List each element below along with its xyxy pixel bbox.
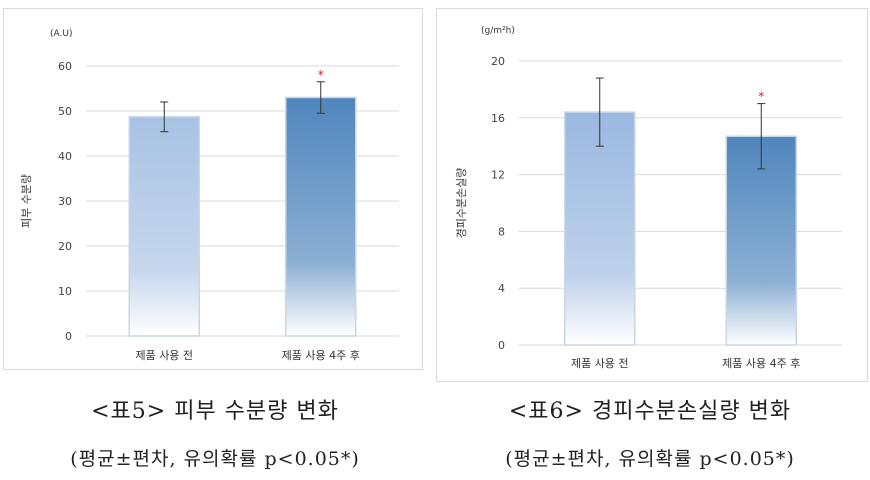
error-bar — [316, 81, 325, 114]
y-tick-label: 0 — [498, 339, 505, 352]
error-bar — [595, 77, 604, 147]
bar — [128, 116, 200, 337]
x-category-label: 제품 사용 4주 후 — [722, 357, 800, 370]
bar — [564, 111, 636, 346]
y-tick-label: 20 — [491, 55, 505, 68]
significance-star: * — [758, 90, 764, 104]
caption-table5: <표5> 피부 수분량 변화 — [91, 399, 339, 424]
y-tick-label: 40 — [58, 150, 72, 163]
error-bar — [160, 101, 169, 133]
y-tick-label: 20 — [58, 240, 72, 253]
x-category-label: 제품 사용 4주 후 — [282, 349, 360, 362]
y-tick-label: 16 — [491, 112, 505, 125]
bar — [725, 135, 797, 346]
y-tick-label: 8 — [498, 225, 505, 238]
y-tick-label: 30 — [58, 195, 72, 208]
y-unit-label: (A.U) — [50, 29, 72, 39]
y-tick-label: 0 — [65, 330, 72, 343]
error-bar — [757, 103, 766, 170]
x-category-label: 제품 사용 전 — [571, 357, 629, 370]
caption-table6: <표6> 경피수분손실량 변화 — [508, 399, 792, 424]
y-axis-label: 피부 수분량 — [20, 174, 33, 228]
bar — [285, 96, 357, 337]
y-tick-label: 50 — [58, 105, 72, 118]
caption-note-left: (평균±편차, 유의확률 p<0.05*) — [70, 448, 360, 470]
y-tick-label: 4 — [498, 282, 505, 295]
x-category-label: 제품 사용 전 — [135, 349, 193, 362]
y-tick-label: 12 — [491, 169, 505, 182]
y-tick-label: 10 — [58, 285, 72, 298]
y-tick-label: 60 — [58, 60, 72, 73]
y-axis-label: 경피수분손실량 — [455, 168, 468, 239]
caption-note-right: (평균±편차, 유의확률 p<0.05*) — [505, 448, 795, 470]
significance-star: * — [318, 68, 324, 82]
y-unit-label: (g/m²h) — [481, 26, 515, 36]
